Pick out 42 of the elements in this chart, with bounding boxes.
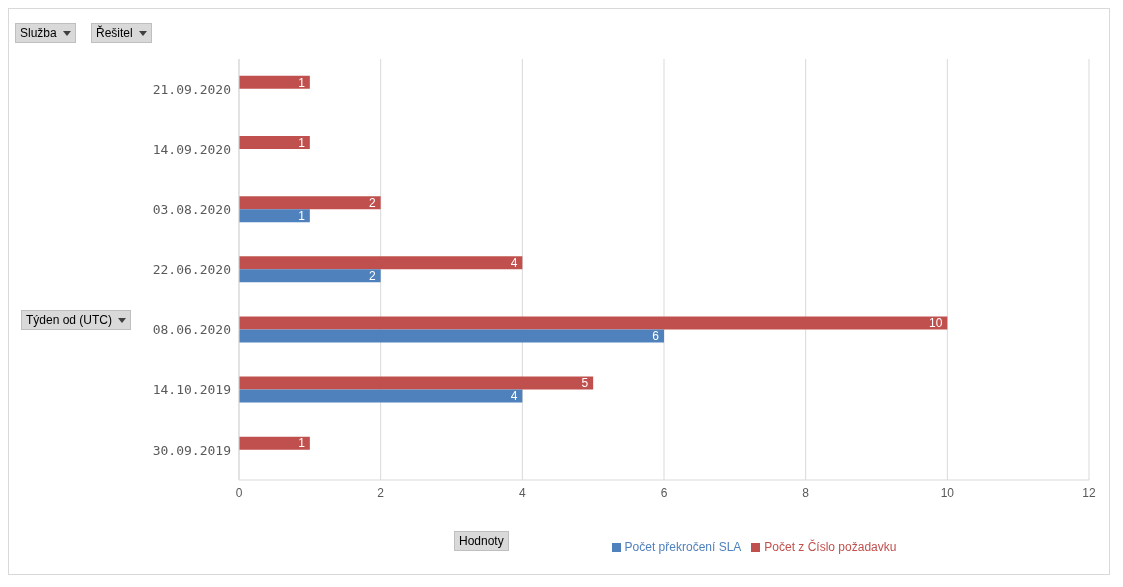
data-label: 4 xyxy=(510,256,518,271)
data-label: 1 xyxy=(298,436,306,451)
bar xyxy=(239,256,523,270)
y-tick-label: 30.09.2019 xyxy=(152,442,231,458)
field-button: Řešitel xyxy=(91,23,152,43)
y-tick-label: 08.06.2020 xyxy=(152,322,231,338)
bar xyxy=(239,389,523,403)
data-label: 1 xyxy=(298,135,306,150)
y-tick-label: 21.09.2020 xyxy=(152,81,231,97)
bar xyxy=(239,436,310,450)
bar xyxy=(239,209,310,223)
data-label: 6 xyxy=(652,329,660,344)
data-label: 1 xyxy=(298,75,306,90)
x-tick-label: 12 xyxy=(1082,485,1096,500)
data-label: 2 xyxy=(368,195,376,210)
data-label: 5 xyxy=(581,376,589,391)
bar xyxy=(239,196,381,210)
bar xyxy=(239,269,381,283)
data-label: 4 xyxy=(510,389,518,404)
data-label: 1 xyxy=(298,208,306,223)
bar xyxy=(239,329,664,343)
bar xyxy=(239,75,310,89)
x-tick-label: 2 xyxy=(377,485,385,500)
x-tick-label: 6 xyxy=(660,485,668,500)
x-tick-label: 8 xyxy=(802,485,810,500)
bar xyxy=(239,316,948,330)
y-tick-label: 03.08.2020 xyxy=(152,201,231,217)
data-label: 10 xyxy=(928,316,943,331)
x-tick-label: 0 xyxy=(235,485,243,500)
y-tick-label: 14.10.2019 xyxy=(152,382,231,398)
field-button: Týden od (UTC) xyxy=(21,310,132,330)
legend-label: Počet překročení SLA xyxy=(624,540,742,554)
x-tick-label: 4 xyxy=(518,485,526,500)
field-button: Služba xyxy=(15,23,76,43)
legend-label: Počet z Číslo požadavku xyxy=(764,540,897,554)
x-tick-label: 10 xyxy=(940,485,955,500)
field-button: Hodnoty xyxy=(454,531,509,551)
y-tick-label: 22.06.2020 xyxy=(152,262,231,278)
y-tick-label: 14.09.2020 xyxy=(152,141,231,157)
bar xyxy=(239,135,310,149)
bar xyxy=(239,376,594,390)
data-label: 2 xyxy=(368,269,376,284)
